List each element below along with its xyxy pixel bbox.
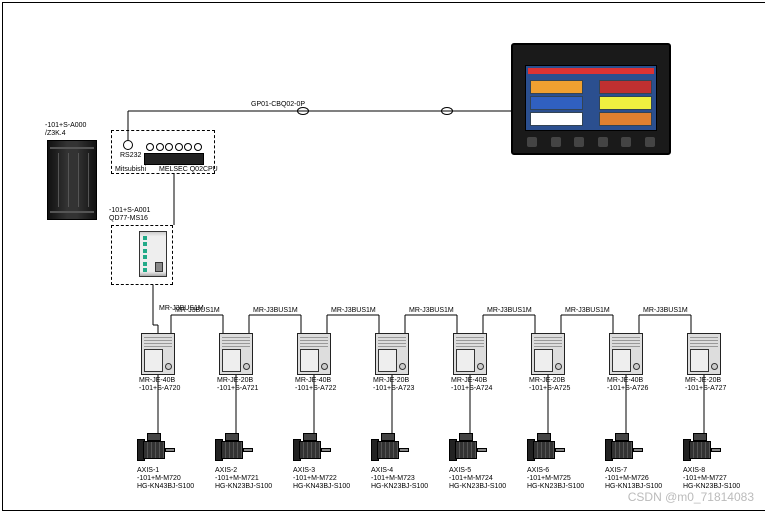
sscnet-module bbox=[139, 231, 167, 277]
axis-label-4: AXIS-4 bbox=[371, 467, 393, 475]
servo-motor-8 bbox=[683, 433, 723, 465]
bus-link-label-7: MR-J3BUS1M bbox=[643, 307, 688, 315]
bus-link-label-6: MR-J3BUS1M bbox=[565, 307, 610, 315]
servo-drive-3 bbox=[297, 333, 331, 375]
motor-type-5: HG-KN23BJ-S100 bbox=[449, 483, 506, 491]
plc-rack-label: -101+S-A000 /Z3K.4 bbox=[45, 122, 86, 137]
motor-type-3: HG-KN43BJ-S100 bbox=[293, 483, 350, 491]
servo-motor-1 bbox=[137, 433, 177, 465]
servo-drive-4 bbox=[375, 333, 409, 375]
servo-drive-1 bbox=[141, 333, 175, 375]
motor-loc-2: -101+M-M721 bbox=[215, 475, 259, 483]
drive-loc-2: -101+S-A721 bbox=[217, 385, 258, 393]
bus-link-label-4: MR-J3BUS1M bbox=[409, 307, 454, 315]
servo-motor-3 bbox=[293, 433, 333, 465]
hmi-cable-label: GP01-CBQ02-0P bbox=[251, 101, 305, 109]
axis-label-5: AXIS-5 bbox=[449, 467, 471, 475]
drive-model-1: MR-JE-40B bbox=[139, 377, 175, 385]
axis-label-7: AXIS-7 bbox=[605, 467, 627, 475]
cpu-terminal-block bbox=[144, 143, 204, 165]
motor-type-4: HG-KN23BJ-S100 bbox=[371, 483, 428, 491]
mitsubishi-label: Mitsubishi bbox=[115, 166, 146, 174]
motor-loc-1: -101+M-M720 bbox=[137, 475, 181, 483]
motor-loc-5: -101+M-M724 bbox=[449, 475, 493, 483]
motor-loc-7: -101+M-M726 bbox=[605, 475, 649, 483]
bus-link-label-1: MR-J3BUS1M bbox=[175, 307, 220, 315]
drive-model-7: MR-JE-40B bbox=[607, 377, 643, 385]
bus-link-label-3: MR-J3BUS1M bbox=[331, 307, 376, 315]
watermark: CSDN @m0_71814083 bbox=[628, 490, 754, 504]
servo-motor-4 bbox=[371, 433, 411, 465]
hmi-panel bbox=[511, 43, 671, 155]
bus-link-label-2: MR-J3BUS1M bbox=[253, 307, 298, 315]
drive-loc-4: -101+S-A723 bbox=[373, 385, 414, 393]
rs232-label: RS232 bbox=[120, 152, 141, 160]
plc-rack bbox=[47, 140, 97, 220]
motor-type-6: HG-KN23BJ-S100 bbox=[527, 483, 584, 491]
servo-motor-2 bbox=[215, 433, 255, 465]
bus-link-label-5: MR-J3BUS1M bbox=[487, 307, 532, 315]
motor-type-2: HG-KN23BJ-S100 bbox=[215, 483, 272, 491]
motor-loc-8: -101+M-M727 bbox=[683, 475, 727, 483]
drive-model-6: MR-JE-20B bbox=[529, 377, 565, 385]
axis-label-6: AXIS-6 bbox=[527, 467, 549, 475]
drive-model-5: MR-JE-40B bbox=[451, 377, 487, 385]
drive-model-2: MR-JE-20B bbox=[217, 377, 253, 385]
drive-loc-5: -101+S-A724 bbox=[451, 385, 492, 393]
motor-loc-3: -101+M-M722 bbox=[293, 475, 337, 483]
servo-motor-7 bbox=[605, 433, 645, 465]
motor-loc-4: -101+M-M723 bbox=[371, 475, 415, 483]
servo-drive-2 bbox=[219, 333, 253, 375]
drive-model-8: MR-JE-20B bbox=[685, 377, 721, 385]
drive-model-4: MR-JE-20B bbox=[373, 377, 409, 385]
axis-label-8: AXIS-8 bbox=[683, 467, 705, 475]
motor-loc-6: -101+M-M725 bbox=[527, 475, 571, 483]
drive-loc-7: -101+S-A726 bbox=[607, 385, 648, 393]
servo-motor-6 bbox=[527, 433, 567, 465]
sscnet-box-label: -101+S-A001 QD77-MS16 bbox=[109, 207, 150, 222]
drive-loc-1: -101+S-A720 bbox=[139, 385, 180, 393]
servo-drive-5 bbox=[453, 333, 487, 375]
drive-loc-6: -101+S-A725 bbox=[529, 385, 570, 393]
drive-loc-8: -101+S-A727 bbox=[685, 385, 726, 393]
cable-ferrite-2 bbox=[441, 107, 453, 115]
servo-drive-7 bbox=[609, 333, 643, 375]
axis-label-1: AXIS-1 bbox=[137, 467, 159, 475]
drive-loc-3: -101+S-A722 bbox=[295, 385, 336, 393]
axis-label-3: AXIS-3 bbox=[293, 467, 315, 475]
cpu-label: MELSEC Q02CPU bbox=[159, 166, 218, 174]
motor-type-1: HG-KN43BJ-S100 bbox=[137, 483, 194, 491]
rs232-connector bbox=[123, 140, 133, 150]
servo-drive-6 bbox=[531, 333, 565, 375]
axis-label-2: AXIS-2 bbox=[215, 467, 237, 475]
diagram-canvas: CSDN @m0_71814083 -101+S-A000 /Z3K.4 RS23… bbox=[2, 2, 765, 511]
drive-model-3: MR-JE-40B bbox=[295, 377, 331, 385]
servo-motor-5 bbox=[449, 433, 489, 465]
servo-drive-8 bbox=[687, 333, 721, 375]
